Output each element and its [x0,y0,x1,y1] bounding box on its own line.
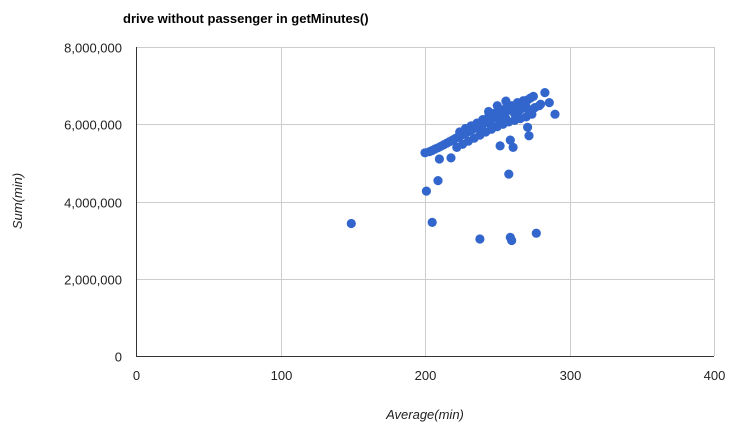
data-point [446,153,456,163]
data-point [492,101,502,111]
data-point [478,126,488,136]
x-tick-label: 200 [415,368,437,383]
y-tick-label: 4,000,000 [64,196,122,211]
data-point [501,96,511,106]
x-tick-label: 300 [560,368,582,383]
data-points [346,88,560,246]
x-tick-label: 400 [704,368,726,383]
data-point [544,98,554,108]
data-point [528,91,539,101]
data-point [523,122,533,132]
grid-lines [136,47,715,356]
data-point [507,235,517,246]
data-point [524,131,534,141]
y-tick-label: 2,000,000 [64,273,122,288]
data-point [531,228,541,238]
data-point [475,234,485,244]
data-point [501,113,511,124]
data-point [540,88,550,98]
data-point [434,154,444,164]
data-point [486,121,497,131]
data-point [346,218,356,229]
x-axis-label: Average(min) [385,407,464,422]
data-point [518,99,528,109]
data-point [550,109,560,119]
data-point [427,217,437,227]
data-point [433,176,443,186]
x-tick-label: 100 [271,368,293,383]
data-point [504,169,514,179]
data-point [534,101,544,111]
axes [136,47,714,357]
x-tick-label: 0 [133,368,140,383]
y-tick-label: 8,000,000 [64,41,122,56]
tick-labels: 0 2,000,000 4,000,000 6,000,000 8,000,000 0 10… [64,41,725,384]
y-axis-label: Sum(min) [10,173,25,229]
chart-title: drive without passenger in getMinutes() [123,11,369,26]
data-point [484,106,494,117]
data-point [421,186,431,196]
data-point [495,141,505,151]
y-tick-label: 6,000,000 [64,118,122,133]
y-tick-label: 0 [115,350,122,365]
data-point [508,142,518,152]
data-point [505,135,515,145]
